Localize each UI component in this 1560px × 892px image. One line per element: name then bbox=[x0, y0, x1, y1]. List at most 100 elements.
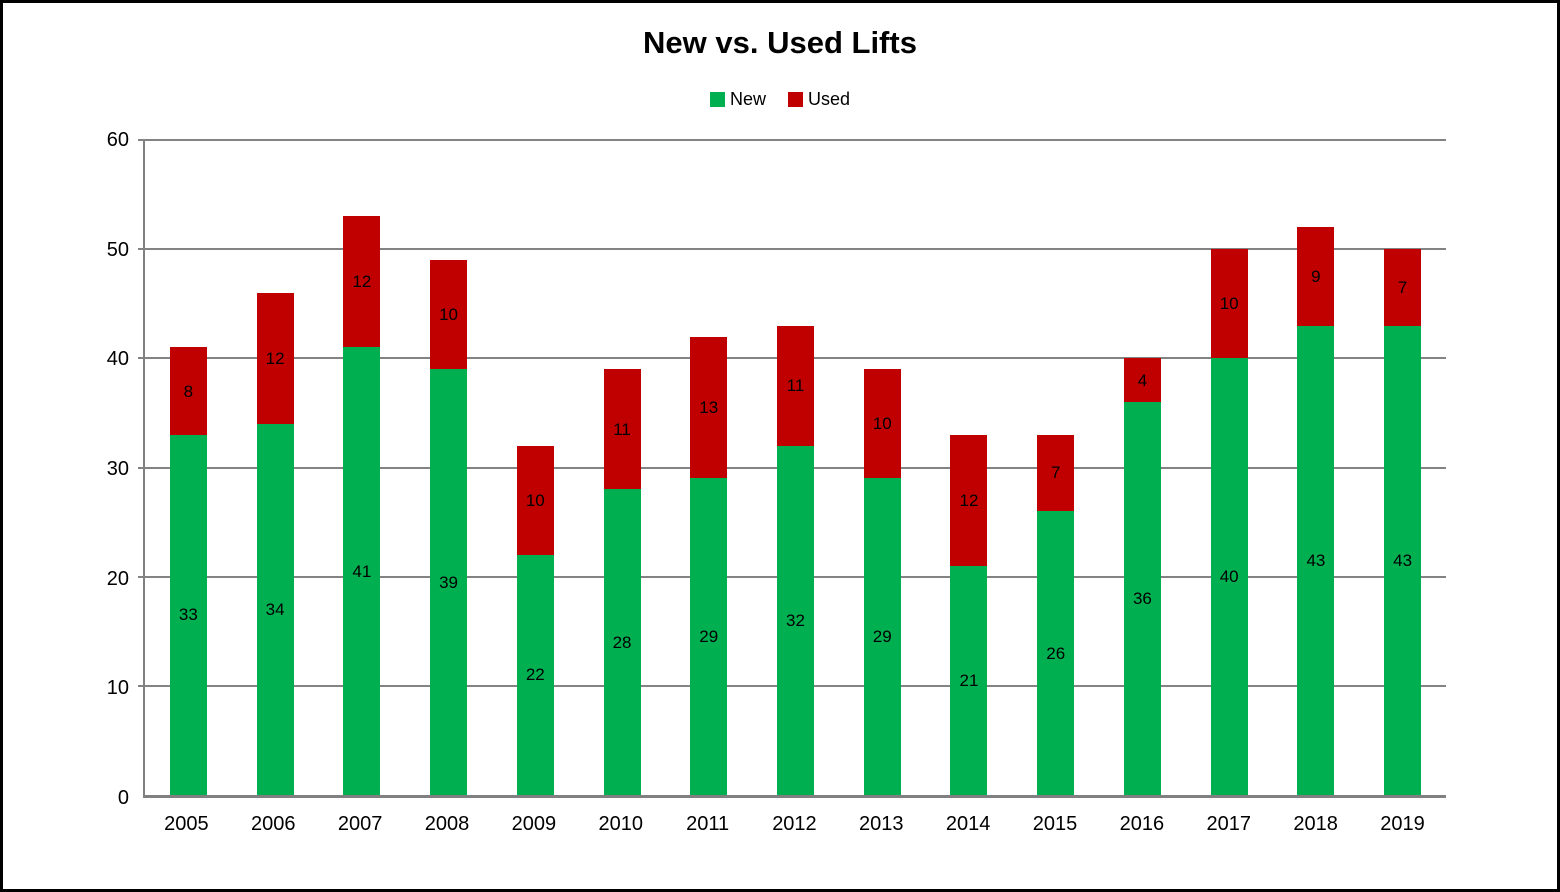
new-segment: 43 bbox=[1297, 325, 1335, 795]
bar-slot-2009: 10 22 bbox=[492, 140, 579, 795]
x-axis-tick-label: 2015 bbox=[1032, 813, 1078, 835]
bar-slot-2005: 8 33 bbox=[145, 140, 232, 795]
legend-new-swatch bbox=[709, 92, 725, 107]
y-axis-tick-label: 50 bbox=[106, 238, 129, 261]
used-segment: 9 bbox=[1297, 227, 1335, 326]
used-value-label: 10 bbox=[872, 414, 892, 434]
x-axis-tick-label: 2010 bbox=[598, 813, 643, 835]
used-value-label: 11 bbox=[613, 419, 631, 439]
new-value-label: 22 bbox=[525, 665, 545, 685]
stacked-bar-2014: 12 21 bbox=[950, 140, 988, 795]
used-value-label: 12 bbox=[265, 348, 285, 368]
stacked-bar-2015: 7 26 bbox=[1037, 140, 1075, 795]
bar-slot-2015: 7 26 bbox=[1012, 140, 1099, 795]
y-axis-tick-label: 20 bbox=[106, 567, 129, 590]
new-value-label: 28 bbox=[612, 632, 632, 652]
new-segment: 41 bbox=[343, 347, 381, 795]
new-segment: 22 bbox=[516, 554, 554, 795]
used-value-label: 10 bbox=[439, 305, 459, 325]
used-value-label: 10 bbox=[1219, 294, 1239, 314]
legend-item-new: New bbox=[709, 89, 766, 110]
used-segment: 7 bbox=[1037, 434, 1075, 512]
used-segment: 10 bbox=[863, 369, 901, 479]
used-value-label: 7 bbox=[1050, 463, 1061, 483]
new-segment: 34 bbox=[256, 423, 294, 795]
stacked-bar-2007: 12 41 bbox=[343, 140, 381, 795]
used-segment: 7 bbox=[1384, 249, 1422, 326]
new-segment: 21 bbox=[950, 565, 988, 795]
stacked-bar-2011: 13 29 bbox=[690, 140, 728, 795]
stacked-bar-2016: 4 36 bbox=[1123, 140, 1161, 795]
y-axis-tick-label: 60 bbox=[106, 129, 129, 151]
new-segment: 43 bbox=[1384, 325, 1422, 795]
used-value-label: 7 bbox=[1397, 277, 1408, 297]
used-value-label: 10 bbox=[525, 490, 545, 510]
x-axis-tick-label: 2019 bbox=[1380, 813, 1425, 835]
new-segment: 39 bbox=[430, 369, 468, 795]
x-axis-tick-label: 2005 bbox=[164, 813, 209, 835]
new-value-label: 43 bbox=[1393, 550, 1413, 570]
legend-new-label: New bbox=[729, 89, 766, 109]
new-value-label: 40 bbox=[1219, 567, 1239, 587]
stacked-bar-2018: 9 43 bbox=[1297, 140, 1335, 795]
stacked-bar-2013: 10 29 bbox=[863, 140, 901, 795]
new-value-label: 43 bbox=[1306, 550, 1326, 570]
x-axis-tick-label: 2007 bbox=[337, 813, 383, 835]
bar-slot-2011: 13 29 bbox=[665, 140, 752, 795]
used-value-label: 12 bbox=[352, 272, 372, 292]
new-segment: 33 bbox=[169, 434, 207, 795]
bar-slot-2019: 7 43 bbox=[1359, 140, 1446, 795]
x-axis-tick-label: 2014 bbox=[945, 813, 991, 835]
new-value-label: 32 bbox=[786, 610, 805, 630]
used-segment: 12 bbox=[950, 434, 988, 566]
legend: New Used bbox=[3, 89, 1557, 110]
stacked-bar-2006: 12 34 bbox=[256, 140, 294, 795]
used-value-label: 4 bbox=[1137, 370, 1148, 390]
legend-used-swatch bbox=[787, 92, 803, 107]
stacked-bar-2005: 8 33 bbox=[169, 140, 207, 795]
x-axis-tick-label: 2011 bbox=[686, 813, 730, 835]
stacked-bar-2019: 7 43 bbox=[1384, 140, 1422, 795]
new-segment: 40 bbox=[1210, 358, 1248, 795]
new-value-label: 36 bbox=[1132, 589, 1152, 608]
new-value-label: 33 bbox=[178, 605, 198, 625]
gridline-50 bbox=[138, 248, 1446, 251]
new-value-label: 21 bbox=[959, 670, 979, 690]
bar-slot-2010: 11 28 bbox=[579, 140, 666, 795]
legend-used-label: Used bbox=[807, 89, 851, 109]
gridline-60 bbox=[138, 139, 1446, 141]
used-value-label: 11 bbox=[786, 376, 805, 396]
stacked-bar-2009: 10 22 bbox=[516, 140, 554, 795]
used-segment: 13 bbox=[690, 336, 728, 479]
y-axis-tick-label: 10 bbox=[106, 677, 129, 700]
plot-area: 8 33 12 34 12 41 10 39 10 22 11 28 13 29 11 32 10 29 12 21 7… bbox=[138, 139, 1446, 798]
new-segment: 29 bbox=[690, 478, 728, 795]
used-segment: 10 bbox=[1210, 249, 1248, 359]
y-axis-tick-label: 0 bbox=[117, 787, 129, 809]
bar-slot-2013: 10 29 bbox=[839, 140, 926, 795]
x-axis-tick-label: 2013 bbox=[859, 813, 904, 835]
legend-item-used: Used bbox=[787, 89, 851, 110]
x-axis-tick-label: 2008 bbox=[424, 813, 470, 835]
bar-slot-2014: 12 21 bbox=[926, 140, 1013, 795]
x-axis-tick-label: 2016 bbox=[1119, 813, 1165, 835]
stacked-bar-2012: 11 32 bbox=[777, 140, 814, 795]
bar-slot-2006: 12 34 bbox=[232, 140, 319, 795]
x-axis-labels: 2005 2006 2007 2008 2009 2010 2011 2012 2013 2014… bbox=[143, 813, 1446, 836]
used-segment: 4 bbox=[1123, 358, 1161, 402]
bar-slot-2017: 10 40 bbox=[1186, 140, 1273, 795]
used-segment: 11 bbox=[777, 325, 814, 446]
x-axis-tick-label: 2018 bbox=[1293, 813, 1338, 835]
used-value-label: 8 bbox=[183, 381, 194, 401]
new-value-label: 41 bbox=[352, 561, 372, 581]
stacked-bar-2008: 10 39 bbox=[430, 140, 468, 795]
y-axis-tick-label: 40 bbox=[106, 348, 129, 371]
chart-title: New vs. Used Lifts bbox=[643, 25, 917, 60]
used-segment: 12 bbox=[343, 216, 381, 348]
used-segment: 8 bbox=[169, 347, 207, 435]
x-axis-tick-label: 2012 bbox=[772, 813, 817, 835]
new-value-label: 39 bbox=[439, 572, 459, 592]
y-axis-tick-label: 30 bbox=[106, 458, 129, 480]
used-value-label: 12 bbox=[959, 490, 979, 510]
x-axis-tick-label: 2017 bbox=[1206, 813, 1251, 835]
